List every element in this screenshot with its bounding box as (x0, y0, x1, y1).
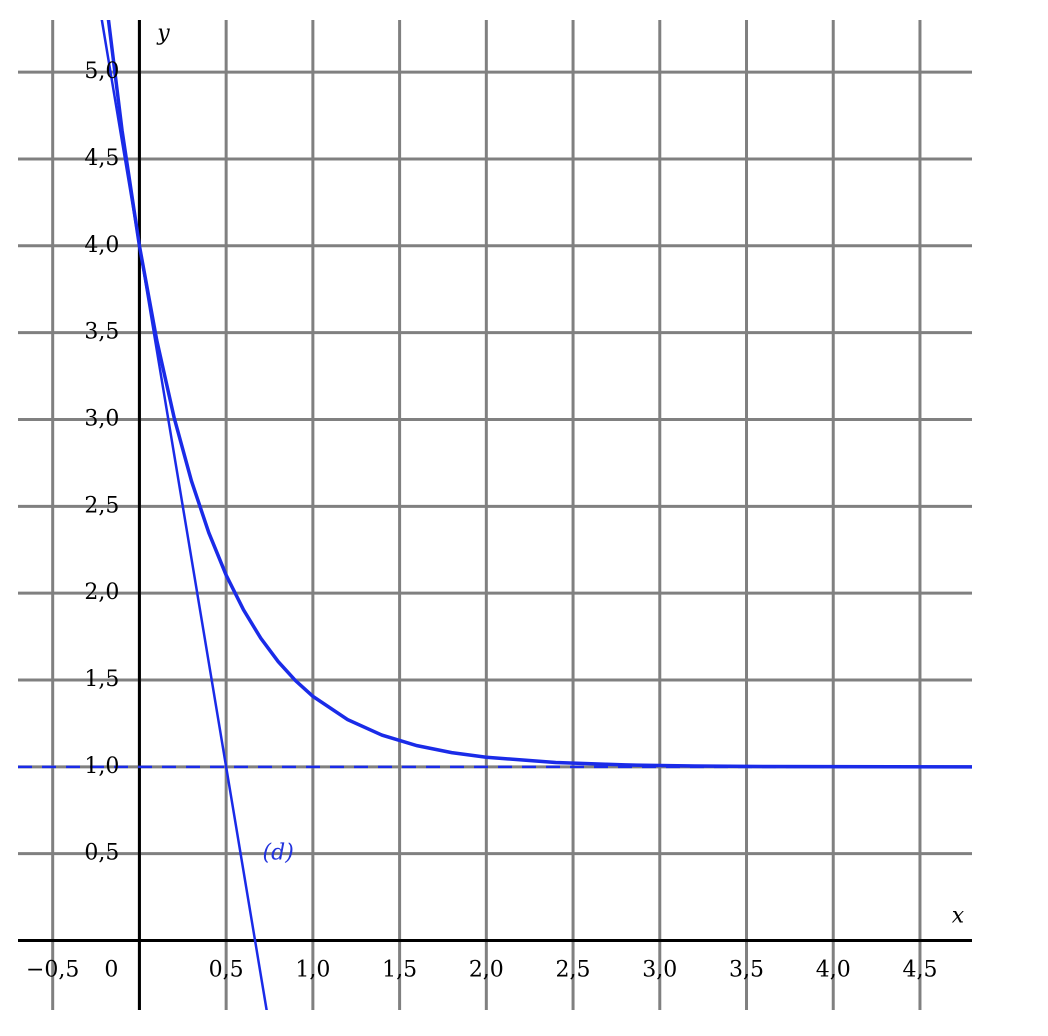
curve (100, 20, 268, 1010)
x-tick-label: 2,5 (556, 958, 591, 983)
x-tick-label: 1,5 (382, 958, 417, 983)
labels: −0,5 0 0,5 1,0 1,5 2,0 2,5 3,0 3,5 4,0 4,5 0,5 1,0 1,… (26, 21, 965, 983)
x-tick-label: 4,0 (816, 958, 851, 983)
y-axis-label: y (156, 21, 170, 46)
y-tick-label: 5,0 (84, 59, 119, 84)
y-tick-label: 0,5 (84, 841, 119, 866)
y-tick-label: 4,0 (84, 233, 119, 258)
grid (18, 20, 972, 1010)
y-tick-label: 3,0 (84, 406, 119, 431)
curve (106, 20, 972, 769)
y-tick-label: 1,5 (84, 667, 119, 692)
y-tick-label: 4,5 (84, 146, 119, 171)
x-tick-label: 3,5 (729, 958, 764, 983)
x-tick-label: 0 (104, 958, 118, 983)
x-tick-label: 0,5 (209, 958, 244, 983)
x-tick-label: 2,0 (469, 958, 504, 983)
annotation: (d) (263, 841, 294, 866)
y-tick-label: 3,5 (84, 320, 119, 345)
x-tick-label: 4,5 (902, 958, 937, 983)
y-tick-label: 2,0 (84, 580, 119, 605)
x-axis-label: x (952, 904, 965, 929)
x-tick-label: −0,5 (26, 958, 79, 983)
y-tick-label: 2,5 (84, 493, 119, 518)
y-tick-label: 1,0 (84, 754, 119, 779)
plot-area (18, 20, 972, 1010)
x-tick-label: 1,0 (295, 958, 330, 983)
x-tick-label: 3,0 (642, 958, 677, 983)
